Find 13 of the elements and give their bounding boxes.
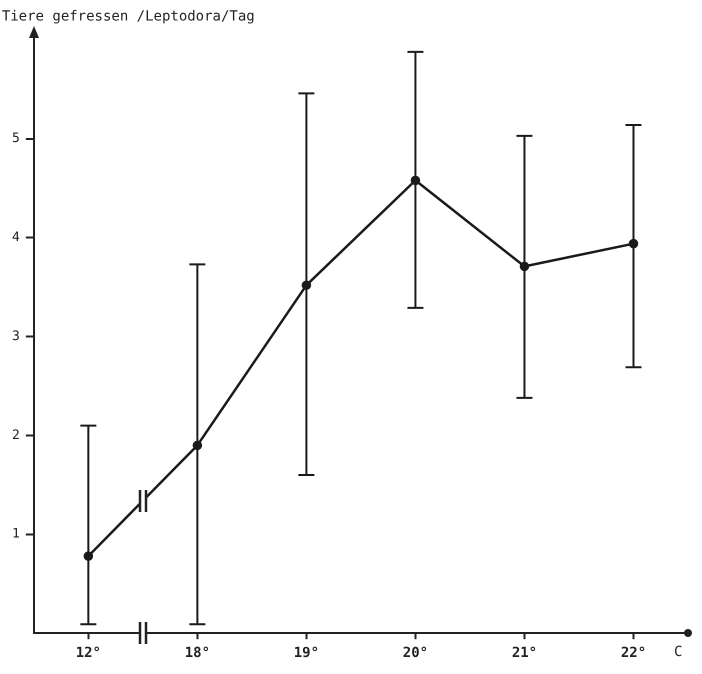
x-axis-title: C <box>674 644 682 660</box>
y-tick-label: 1 <box>12 526 20 542</box>
y-axis-title: Tiere gefressen /Leptodora/Tag <box>2 8 255 25</box>
x-tick-label: 22° <box>620 645 646 662</box>
x-tick-label: 18° <box>184 645 210 662</box>
y-tick-label: 4 <box>12 230 20 246</box>
x-tick-label: 19° <box>294 645 320 662</box>
x-tick-label: 20° <box>402 645 428 662</box>
x-tick-label: 21° <box>512 645 538 662</box>
y-tick-label: 5 <box>12 131 20 146</box>
y-tick-label: 3 <box>12 328 20 344</box>
x-tick-label: 12° <box>76 645 101 662</box>
y-tick-label: 2 <box>12 428 20 443</box>
